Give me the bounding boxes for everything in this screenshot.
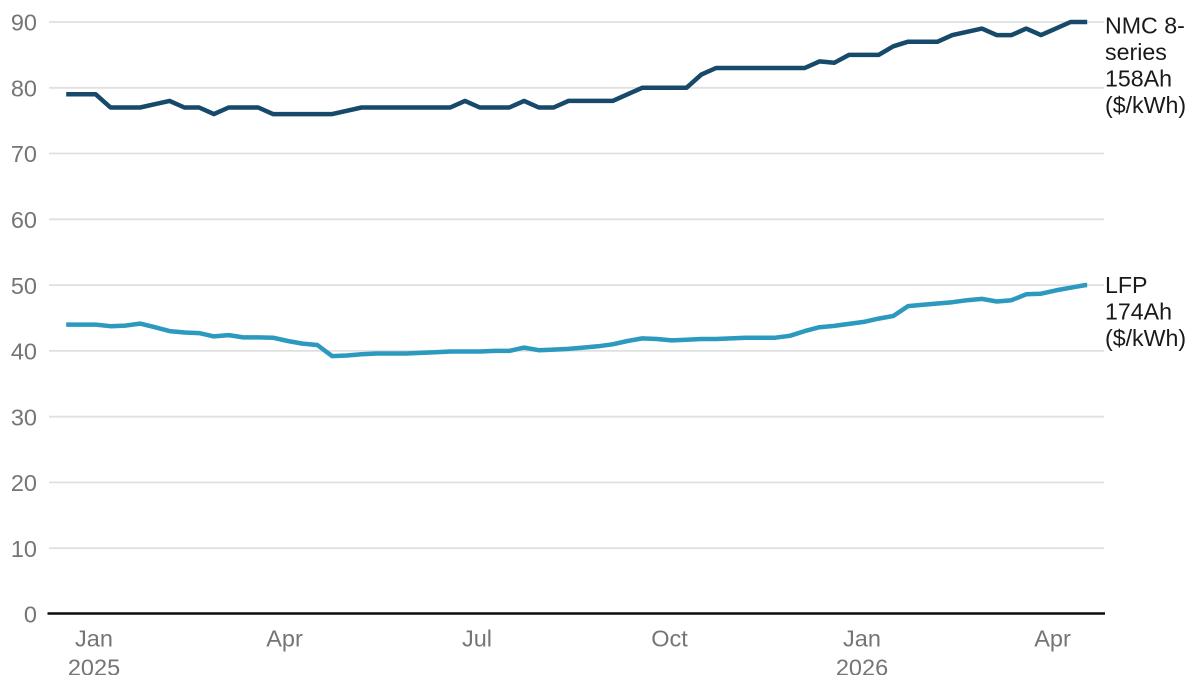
svg-text:40: 40 — [11, 339, 37, 365]
svg-text:Oct: Oct — [651, 626, 688, 652]
svg-text:Apr: Apr — [266, 626, 303, 652]
svg-text:50: 50 — [11, 273, 37, 299]
svg-text:80: 80 — [11, 76, 37, 102]
svg-text:70: 70 — [11, 141, 37, 167]
svg-text:30: 30 — [11, 404, 37, 430]
svg-text:2026: 2026 — [836, 655, 888, 675]
svg-text:60: 60 — [11, 207, 37, 233]
svg-text:10: 10 — [11, 536, 37, 562]
svg-text:20: 20 — [11, 470, 37, 496]
svg-text:2025: 2025 — [68, 655, 120, 675]
svg-text:Jan: Jan — [843, 626, 881, 652]
svg-text:0: 0 — [24, 602, 37, 628]
svg-text:90: 90 — [11, 10, 37, 36]
svg-text:Jul: Jul — [462, 626, 492, 652]
svg-text:Apr: Apr — [1034, 626, 1071, 652]
svg-text:Jan: Jan — [75, 626, 113, 652]
